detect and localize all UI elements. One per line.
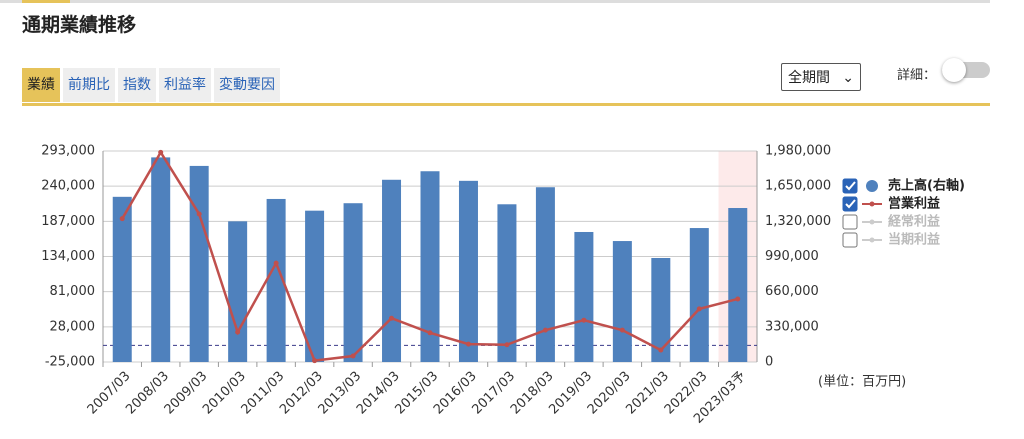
- bar: [497, 204, 517, 362]
- line-point: [119, 216, 125, 222]
- y2-tick-label: 660,000: [765, 284, 819, 299]
- bar: [151, 157, 171, 362]
- y2-tick-label: 1,650,000: [765, 179, 831, 194]
- y-tick-label: 240,000: [41, 179, 95, 194]
- legend-checkbox: [842, 196, 858, 212]
- tab[interactable]: 変動要因: [214, 68, 280, 102]
- bar: [458, 180, 478, 362]
- bar: [535, 187, 555, 362]
- line-point: [619, 327, 625, 333]
- line-point: [465, 341, 471, 347]
- legend-check: [845, 181, 856, 191]
- line-point: [235, 329, 241, 335]
- y2-tick-label: 1,980,000: [765, 144, 831, 159]
- top-bar: [0, 0, 990, 3]
- line-point: [312, 358, 318, 364]
- line-point: [696, 306, 702, 312]
- bar: [689, 228, 709, 362]
- bar: [574, 231, 594, 362]
- tab[interactable]: 前期比: [63, 68, 115, 102]
- tab[interactable]: 指数: [118, 68, 156, 102]
- legend-checkbox: [842, 214, 858, 230]
- bar: [112, 196, 132, 362]
- page-title: 通期業績推移: [22, 14, 137, 36]
- y-tick-label: 28,000: [50, 319, 96, 334]
- y2-tick-label: 990,000: [765, 249, 819, 264]
- tab-rule: [22, 103, 990, 106]
- y2-tick-label: 330,000: [765, 319, 819, 334]
- detail-label: 詳細：: [897, 68, 937, 83]
- line-point: [658, 347, 664, 353]
- bar: [651, 257, 671, 362]
- bar: [305, 210, 325, 362]
- bar: [228, 221, 248, 362]
- line-point: [273, 260, 279, 266]
- y2-tick-label: 0: [765, 355, 773, 370]
- legend-check: [845, 199, 856, 209]
- legend-swatch: [869, 201, 875, 207]
- legend-label: 営業利益: [888, 196, 940, 212]
- bar: [266, 198, 286, 362]
- unit-note: (単位：百万円): [818, 374, 906, 390]
- period-select[interactable]: 全期間 ⌄: [781, 63, 861, 91]
- legend-checkbox: [842, 178, 858, 194]
- legend-label: 売上高(右軸): [888, 178, 965, 194]
- y-tick-label: 293,000: [41, 144, 95, 159]
- line-point: [350, 353, 356, 359]
- legend-swatch: [866, 180, 878, 192]
- line-point: [196, 211, 202, 217]
- line-point: [504, 342, 510, 348]
- legend-checkbox: [842, 232, 858, 248]
- period-select-text: 全期間: [788, 70, 830, 86]
- bar: [612, 241, 632, 362]
- bar: [382, 179, 402, 362]
- y-tick-label: 81,000: [50, 284, 96, 299]
- y-tick-label: -25,000: [45, 355, 95, 370]
- legend-label: 経常利益: [888, 214, 940, 230]
- y2-tick-label: 1,320,000: [765, 214, 831, 229]
- line-point: [158, 149, 164, 155]
- line-point: [427, 330, 433, 336]
- bar: [420, 171, 440, 362]
- detail-toggle[interactable]: [942, 58, 990, 82]
- line-point: [389, 315, 395, 321]
- legend-label: 当期利益: [888, 232, 940, 248]
- line-point: [735, 296, 741, 302]
- bar: [728, 208, 748, 362]
- legend-swatch: [869, 237, 875, 243]
- bar: [189, 165, 209, 362]
- legend-swatch: [869, 219, 875, 225]
- bar: [343, 203, 363, 362]
- tabs: 業績 前期比 指数 利益率 変動要因: [22, 68, 280, 102]
- line-point: [581, 317, 587, 323]
- line-point: [542, 327, 548, 333]
- tab[interactable]: 利益率: [159, 68, 211, 102]
- y-tick-label: 187,000: [41, 214, 95, 229]
- y-tick-label: 134,000: [41, 249, 95, 264]
- tab[interactable]: 業績: [22, 68, 60, 102]
